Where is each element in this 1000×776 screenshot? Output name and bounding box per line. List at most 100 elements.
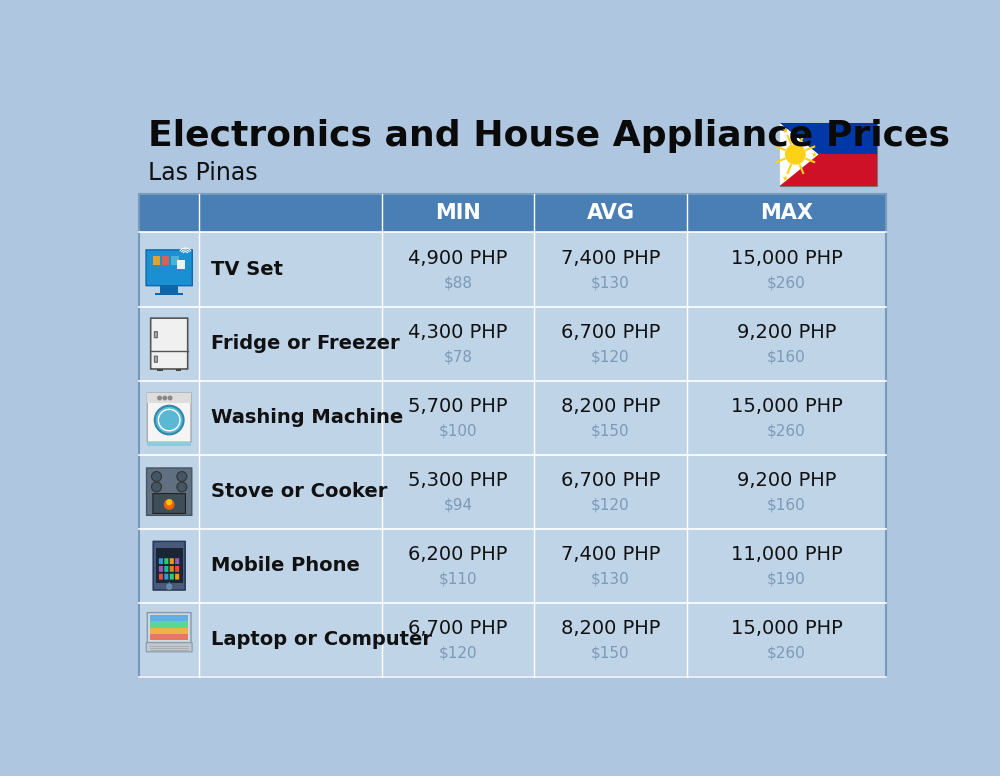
Text: 8,200 PHP: 8,200 PHP — [561, 619, 660, 638]
Text: $88: $88 — [443, 275, 472, 290]
Text: $120: $120 — [439, 646, 477, 660]
Polygon shape — [780, 123, 819, 185]
FancyBboxPatch shape — [153, 542, 185, 590]
FancyBboxPatch shape — [177, 260, 185, 268]
FancyBboxPatch shape — [146, 250, 192, 286]
FancyBboxPatch shape — [147, 468, 192, 515]
FancyBboxPatch shape — [171, 256, 179, 265]
Circle shape — [164, 499, 175, 510]
FancyBboxPatch shape — [159, 558, 163, 564]
FancyBboxPatch shape — [139, 380, 886, 455]
Text: $150: $150 — [591, 646, 630, 660]
FancyBboxPatch shape — [153, 256, 160, 265]
FancyBboxPatch shape — [164, 573, 168, 580]
Text: 7,400 PHP: 7,400 PHP — [561, 249, 660, 268]
Text: 9,200 PHP: 9,200 PHP — [737, 323, 836, 342]
FancyBboxPatch shape — [159, 566, 163, 572]
Text: ★: ★ — [810, 150, 817, 159]
Text: $190: $190 — [767, 572, 806, 587]
FancyBboxPatch shape — [164, 566, 168, 572]
Text: 6,700 PHP: 6,700 PHP — [561, 323, 660, 342]
FancyBboxPatch shape — [155, 293, 183, 295]
Text: 7,400 PHP: 7,400 PHP — [561, 545, 660, 564]
Text: $160: $160 — [767, 349, 806, 365]
Text: $120: $120 — [591, 349, 630, 365]
FancyBboxPatch shape — [139, 194, 886, 233]
Text: 8,200 PHP: 8,200 PHP — [561, 397, 660, 416]
Circle shape — [152, 482, 161, 492]
Text: $260: $260 — [767, 275, 806, 290]
Text: 5,700 PHP: 5,700 PHP — [408, 397, 508, 416]
Text: MIN: MIN — [435, 203, 481, 223]
Circle shape — [158, 397, 161, 400]
FancyBboxPatch shape — [139, 603, 886, 677]
Text: 6,200 PHP: 6,200 PHP — [408, 545, 508, 564]
Text: $130: $130 — [591, 275, 630, 290]
Circle shape — [168, 397, 172, 400]
Text: 9,200 PHP: 9,200 PHP — [737, 471, 836, 490]
Circle shape — [155, 406, 184, 435]
Text: Laptop or Computer: Laptop or Computer — [211, 630, 432, 650]
Text: $260: $260 — [767, 424, 806, 438]
Text: 15,000 PHP: 15,000 PHP — [731, 619, 842, 638]
Text: TV Set: TV Set — [211, 260, 283, 279]
Circle shape — [786, 145, 805, 164]
FancyBboxPatch shape — [175, 558, 179, 564]
FancyBboxPatch shape — [147, 393, 191, 442]
Text: Electronics and House Appliance Prices: Electronics and House Appliance Prices — [148, 120, 950, 153]
Text: Stove or Cooker: Stove or Cooker — [211, 482, 387, 501]
FancyBboxPatch shape — [139, 233, 886, 307]
FancyBboxPatch shape — [139, 528, 886, 603]
FancyBboxPatch shape — [150, 622, 188, 628]
Polygon shape — [166, 500, 173, 508]
Text: 4,300 PHP: 4,300 PHP — [408, 323, 508, 342]
FancyBboxPatch shape — [150, 615, 188, 640]
FancyBboxPatch shape — [139, 455, 886, 528]
Text: ★: ★ — [781, 126, 788, 135]
Circle shape — [165, 583, 173, 591]
FancyBboxPatch shape — [176, 369, 181, 371]
FancyBboxPatch shape — [157, 369, 163, 371]
Text: 15,000 PHP: 15,000 PHP — [731, 397, 842, 416]
Text: $160: $160 — [767, 497, 806, 512]
Text: 5,300 PHP: 5,300 PHP — [408, 471, 508, 490]
Text: MAX: MAX — [760, 203, 813, 223]
Text: $94: $94 — [443, 497, 472, 512]
FancyBboxPatch shape — [154, 331, 157, 338]
FancyBboxPatch shape — [175, 566, 179, 572]
FancyBboxPatch shape — [147, 442, 191, 445]
Text: AVG: AVG — [587, 203, 635, 223]
FancyBboxPatch shape — [151, 318, 188, 369]
Text: $78: $78 — [443, 349, 472, 365]
Circle shape — [177, 472, 187, 481]
Text: Fridge or Freezer: Fridge or Freezer — [211, 334, 400, 353]
Text: 15,000 PHP: 15,000 PHP — [731, 249, 842, 268]
Circle shape — [177, 482, 187, 492]
FancyBboxPatch shape — [162, 256, 169, 265]
FancyBboxPatch shape — [780, 123, 877, 154]
FancyBboxPatch shape — [170, 558, 174, 564]
FancyBboxPatch shape — [159, 573, 163, 580]
Text: ★: ★ — [781, 174, 788, 182]
Text: Washing Machine: Washing Machine — [211, 408, 403, 427]
Text: $150: $150 — [591, 424, 630, 438]
FancyBboxPatch shape — [153, 494, 185, 514]
Text: Las Pinas: Las Pinas — [148, 161, 258, 185]
Circle shape — [163, 397, 167, 400]
Text: 4,900 PHP: 4,900 PHP — [408, 249, 508, 268]
FancyBboxPatch shape — [150, 628, 188, 634]
FancyBboxPatch shape — [175, 573, 179, 580]
FancyBboxPatch shape — [164, 558, 168, 564]
FancyBboxPatch shape — [146, 643, 192, 652]
FancyBboxPatch shape — [139, 307, 886, 380]
FancyBboxPatch shape — [150, 615, 188, 622]
FancyBboxPatch shape — [156, 548, 183, 583]
FancyBboxPatch shape — [160, 286, 178, 293]
FancyBboxPatch shape — [147, 393, 191, 403]
FancyBboxPatch shape — [780, 154, 877, 185]
Text: $120: $120 — [591, 497, 630, 512]
Text: Mobile Phone: Mobile Phone — [211, 556, 360, 575]
Text: 6,700 PHP: 6,700 PHP — [561, 471, 660, 490]
FancyBboxPatch shape — [150, 634, 188, 640]
Text: $110: $110 — [439, 572, 477, 587]
